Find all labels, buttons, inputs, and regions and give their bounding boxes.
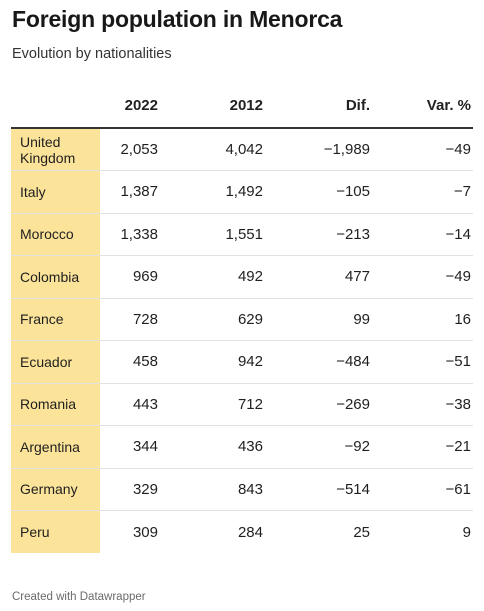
table-row: United Kingdom 2,053 4,042 −1,989 −49	[11, 128, 473, 171]
datawrapper-credit: Created with Datawrapper	[12, 591, 146, 603]
value-2022-cell: 458	[100, 340, 160, 384]
value-2022-cell: 309	[132, 523, 158, 541]
country-cell: Germany	[11, 468, 100, 511]
value-2022-cell: 443	[100, 383, 160, 426]
value-2022-cell: 329	[100, 468, 160, 511]
country-cell: Ecuador	[11, 340, 100, 384]
difference-cell: −105	[265, 170, 372, 214]
table-row: Morocco 1,338 1,551 −213 −14	[11, 213, 473, 256]
country-cell: Peru	[11, 510, 100, 553]
variation-cell: −21	[372, 425, 473, 469]
difference-cell: −484	[265, 340, 372, 384]
country-cell: Italy	[11, 170, 100, 214]
chart-title: Foreign population in Menorca	[12, 6, 343, 32]
variation-cell: −49	[372, 128, 473, 171]
header-row: 2022 2012 Dif. Var. %	[11, 84, 473, 129]
table-row: Germany 329 843 −514 −61	[11, 468, 473, 511]
value-2012-cell: 843	[160, 468, 265, 511]
value-2012-cell: 1,551	[160, 213, 265, 256]
difference-cell: 99	[265, 298, 372, 341]
difference-cell: −213	[265, 213, 372, 256]
variation-cell: 16	[372, 298, 473, 341]
variation-cell: −38	[372, 383, 473, 426]
value-2022-cell: 2,053	[100, 128, 160, 171]
difference-cell: −92	[265, 425, 372, 469]
difference-cell: −514	[265, 468, 372, 511]
table-row: Italy 1,387 1,492 −105 −7	[11, 170, 473, 214]
variation-cell: −14	[372, 213, 473, 256]
variation-cell: −7	[372, 170, 473, 214]
value-2012-cell: 492	[160, 255, 265, 299]
variation-cell: −49	[372, 255, 473, 299]
country-cell: United Kingdom	[11, 128, 100, 171]
difference-cell: 477	[265, 255, 372, 299]
variation-cell: −61	[372, 468, 473, 511]
value-2012-cell: 712	[160, 383, 265, 426]
table-row: Argentina 344 436 −92 −21	[11, 425, 473, 469]
column-header-2022: 2022	[100, 84, 160, 129]
table-row: Peru 309 284 25 9	[11, 510, 473, 553]
value-2022-cell: 728	[100, 298, 160, 341]
country-cell: Morocco	[11, 213, 100, 256]
variation-cell: 9	[462, 523, 471, 541]
data-table: 2022 2012 Dif. Var. % United Kingdom 2,05…	[11, 84, 473, 553]
column-header-country	[11, 84, 100, 129]
value-2022-cell: 1,338	[100, 213, 160, 256]
table-row: France 728 629 99 16	[11, 298, 473, 341]
column-header-var: Var. %	[372, 84, 473, 129]
value-2012-cell: 436	[160, 425, 265, 469]
column-header-2012: 2012	[160, 84, 265, 129]
country-cell: Argentina	[11, 425, 100, 469]
table-row: Ecuador 458 942 −484 −51	[11, 340, 473, 384]
value-2022-cell: 1,387	[100, 170, 160, 214]
country-cell: Romania	[11, 383, 100, 426]
chart-subtitle: Evolution by nationalities	[12, 46, 172, 62]
difference-cell: 25	[353, 523, 370, 541]
country-cell: Colombia	[11, 255, 100, 299]
value-2012-cell: 629	[160, 298, 265, 341]
table-row: Romania 443 712 −269 −38	[11, 383, 473, 426]
value-2012-cell: 284	[237, 523, 263, 541]
difference-cell: −1,989	[265, 128, 372, 171]
value-2012-cell: 4,042	[160, 128, 265, 171]
value-2012-cell: 1,492	[160, 170, 265, 214]
difference-cell: −269	[265, 383, 372, 426]
value-2022-cell: 969	[100, 255, 160, 299]
value-2022-cell: 344	[100, 425, 160, 469]
table-body: United Kingdom 2,053 4,042 −1,989 −49 Italy 1,…	[11, 128, 473, 553]
column-header-dif: Dif.	[265, 84, 372, 129]
country-cell: France	[11, 298, 100, 341]
table-row: Colombia 969 492 477 −49	[11, 255, 473, 299]
value-2012-cell: 942	[160, 340, 265, 384]
variation-cell: −51	[372, 340, 473, 384]
